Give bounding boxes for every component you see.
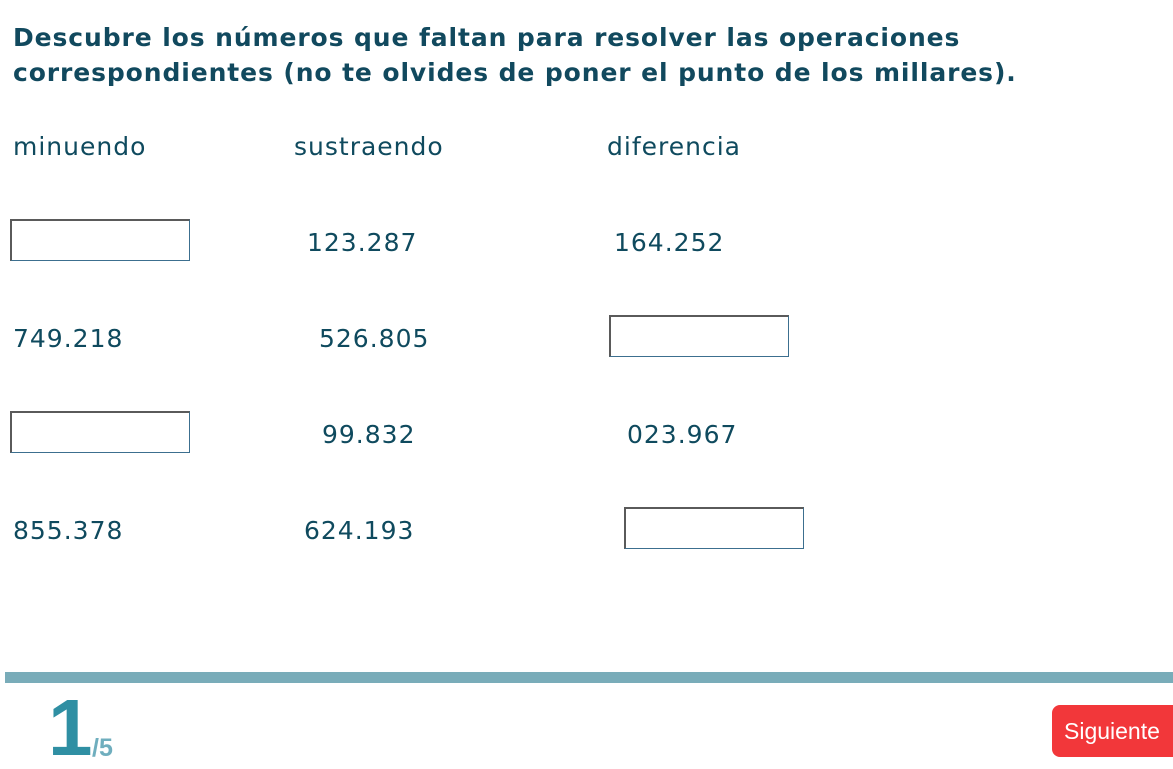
row-4-minuend: 855.378 — [13, 516, 124, 545]
instructions-line-2: correspondientes (no te olvides de poner… — [13, 58, 1017, 87]
row-4-subtrahend: 624.193 — [304, 516, 415, 545]
page-current-number: 1 — [48, 683, 93, 769]
row-4-difference-input[interactable] — [624, 507, 804, 549]
row-1-subtrahend: 123.287 — [307, 228, 418, 257]
row-2-difference-input[interactable] — [609, 315, 789, 357]
page-total: /5 — [92, 734, 113, 762]
row-3-subtrahend: 99.832 — [322, 420, 416, 449]
row-2-subtrahend: 526.805 — [319, 324, 430, 353]
row-3-minuend-input[interactable] — [10, 411, 190, 453]
instructions: Descubre los números que faltan para res… — [13, 20, 1113, 90]
header-subtrahend: sustraendo — [294, 132, 444, 161]
row-2-minuend: 749.218 — [13, 324, 124, 353]
header-minuend: minuendo — [13, 132, 147, 161]
header-difference: diferencia — [607, 132, 741, 161]
row-1-minuend-input[interactable] — [10, 219, 190, 261]
next-button[interactable]: Siguiente — [1052, 705, 1173, 757]
instructions-line-1: Descubre los números que faltan para res… — [13, 23, 961, 52]
footer-divider — [5, 672, 1173, 683]
row-1-difference: 164.252 — [614, 228, 725, 257]
row-3-difference: 023.967 — [627, 420, 738, 449]
